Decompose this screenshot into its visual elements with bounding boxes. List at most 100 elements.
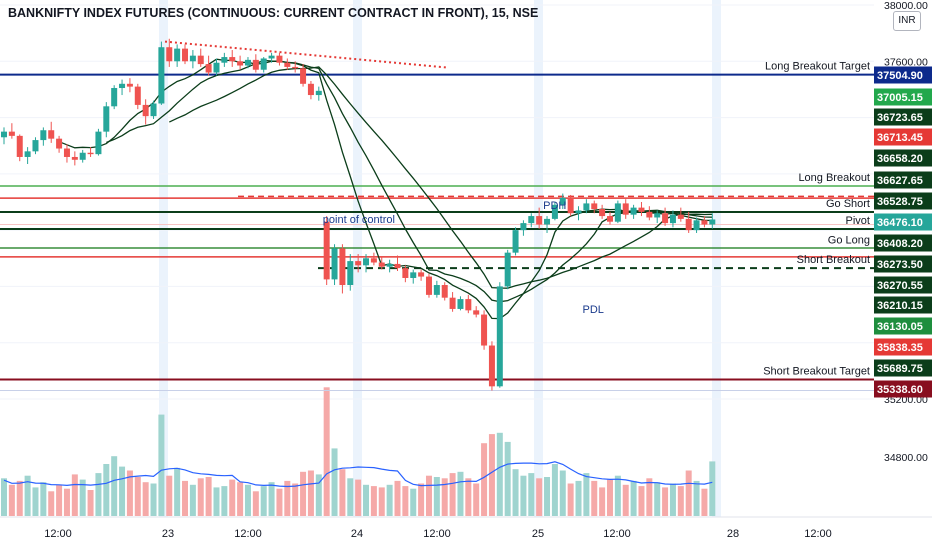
price-tag-label: 36658.20 bbox=[877, 153, 923, 165]
candle-body bbox=[213, 62, 220, 73]
volume-bar bbox=[654, 482, 661, 516]
volume-bar bbox=[520, 475, 527, 516]
price-axis: 38000.0037600.0035200.0034800.0037504.90… bbox=[763, 0, 932, 550]
candle-body bbox=[142, 104, 149, 117]
price-tag bbox=[874, 108, 932, 126]
candle-body bbox=[402, 268, 409, 278]
volume-bar bbox=[418, 483, 425, 516]
candle-body bbox=[244, 59, 251, 66]
currency-button[interactable]: INR bbox=[893, 11, 921, 31]
candle-body bbox=[307, 83, 314, 96]
candle-body bbox=[433, 285, 440, 295]
candle-body bbox=[410, 272, 417, 278]
volume-bar bbox=[425, 475, 432, 516]
volume-bar bbox=[693, 480, 700, 516]
level-label: Short Breakout bbox=[797, 254, 870, 266]
volume-bar bbox=[40, 482, 47, 516]
candle-body bbox=[24, 151, 31, 157]
candle-body bbox=[276, 55, 283, 63]
candle-body bbox=[614, 203, 621, 222]
candle-body bbox=[709, 219, 716, 225]
candle-body bbox=[284, 62, 291, 67]
volume-bar bbox=[331, 448, 338, 516]
candle-body bbox=[150, 103, 157, 117]
volume-bar bbox=[567, 483, 574, 516]
annotation-label: PDL bbox=[583, 304, 604, 316]
time-tick-label: 12:00 bbox=[423, 528, 451, 540]
time-tick-label: 25 bbox=[532, 528, 544, 540]
candle-body bbox=[559, 197, 566, 205]
candle-body bbox=[481, 314, 488, 346]
candle-body bbox=[520, 223, 527, 231]
volume-bar bbox=[410, 488, 417, 516]
candle-body bbox=[685, 218, 692, 231]
candle-body bbox=[654, 213, 661, 218]
candle-body bbox=[583, 203, 590, 211]
candle-body bbox=[363, 258, 370, 266]
volume-bar bbox=[213, 487, 220, 516]
candle-body bbox=[347, 261, 354, 286]
volume-bar bbox=[473, 483, 480, 516]
volume-bar bbox=[237, 482, 244, 516]
candle-body bbox=[292, 66, 299, 69]
candle-body bbox=[300, 68, 307, 84]
price-tag bbox=[874, 88, 932, 106]
candle-body bbox=[528, 216, 535, 224]
price-tag bbox=[874, 128, 932, 146]
candle-body bbox=[323, 221, 330, 280]
candle-body bbox=[229, 57, 236, 62]
volume-bar bbox=[174, 467, 181, 516]
session-separator bbox=[159, 0, 168, 517]
chart-background bbox=[0, 0, 874, 517]
candle-body bbox=[567, 197, 574, 214]
price-tag-label: 37005.15 bbox=[877, 92, 923, 104]
price-tag bbox=[874, 171, 932, 189]
candle-body bbox=[662, 213, 669, 224]
price-tag bbox=[874, 66, 932, 84]
volume-bar bbox=[347, 478, 354, 516]
price-tag-label: 36270.55 bbox=[877, 280, 923, 292]
price-tag-label: 35338.60 bbox=[877, 384, 923, 396]
volume-bar bbox=[87, 490, 94, 516]
volume-bar bbox=[229, 479, 236, 516]
volume-bar bbox=[591, 480, 598, 516]
volume-bar bbox=[559, 470, 566, 516]
volume-bar bbox=[300, 471, 307, 516]
price-tag-label: 37504.90 bbox=[877, 70, 923, 82]
candle-body bbox=[638, 207, 645, 212]
candle-body bbox=[378, 262, 385, 267]
candle-body bbox=[496, 286, 503, 387]
volume-bar bbox=[1, 478, 7, 516]
price-tag-label: 36723.65 bbox=[877, 112, 923, 124]
candle-body bbox=[260, 58, 267, 70]
volume-bar bbox=[504, 441, 511, 516]
candle-body bbox=[197, 55, 204, 65]
price-tick-label: 34800.00 bbox=[884, 452, 928, 464]
volume-bar bbox=[244, 484, 251, 516]
price-tag bbox=[874, 359, 932, 377]
volume-bar bbox=[339, 469, 346, 516]
volume-bar bbox=[103, 464, 110, 516]
candle-body bbox=[504, 252, 511, 287]
candle-body bbox=[237, 61, 244, 66]
volume-bar bbox=[638, 486, 645, 516]
volume-pane bbox=[1, 387, 716, 516]
volume-bar bbox=[599, 487, 606, 516]
volume-bar bbox=[669, 483, 676, 516]
ma-fast-line bbox=[58, 58, 713, 320]
candle-body bbox=[174, 48, 181, 62]
volume-bar bbox=[71, 474, 78, 516]
time-tick-label: 12:00 bbox=[44, 528, 72, 540]
candle-body bbox=[56, 138, 63, 149]
candle-body bbox=[189, 55, 196, 62]
volume-bar bbox=[685, 470, 692, 516]
price-tick-label: 38000.00 bbox=[884, 0, 928, 12]
candle-body bbox=[551, 204, 558, 219]
volume-bar bbox=[158, 414, 165, 516]
volume-bar bbox=[268, 482, 275, 516]
volume-bar bbox=[622, 484, 629, 516]
volume-bar bbox=[449, 473, 456, 516]
volume-bar bbox=[488, 434, 495, 516]
